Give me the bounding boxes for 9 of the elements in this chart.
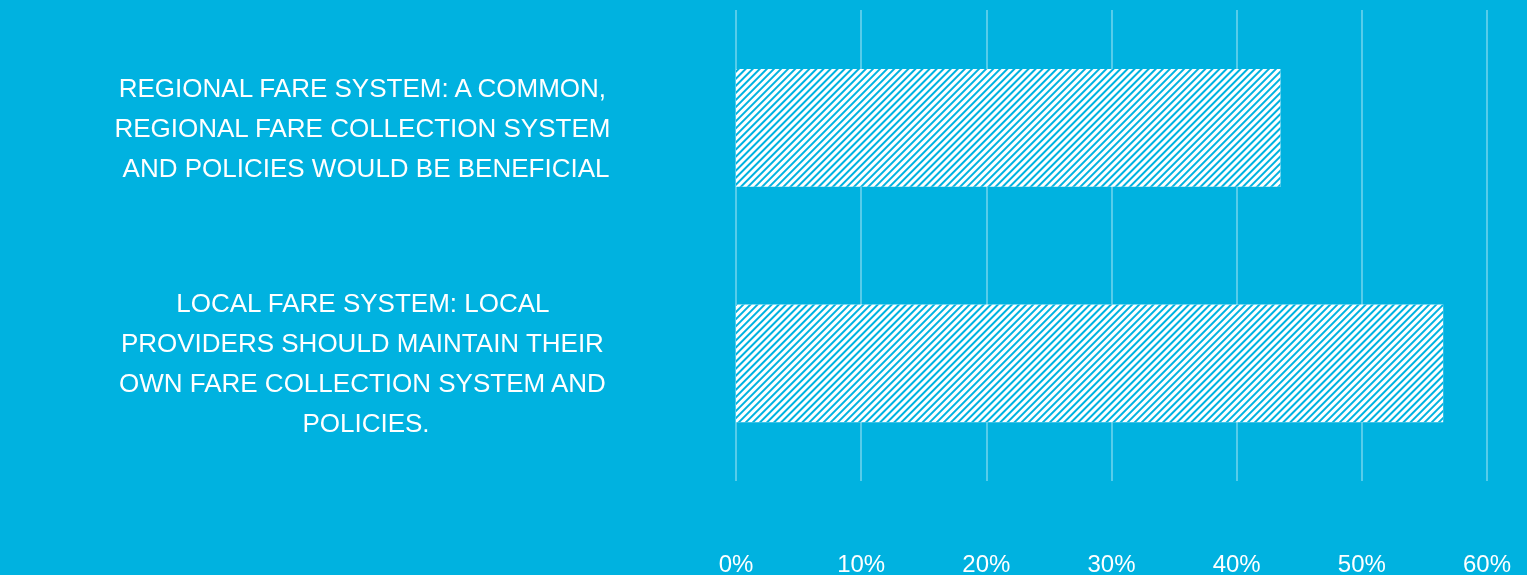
y-tick-label: LOCAL FARE SYSTEM: LOCAL PROVIDERS SHOULD MAINTAIN THEIR OWN FARE COLLECTION SYSTEM AND POLICIES. [118,288,614,439]
y-tick-label: REGIONAL FARE SYSTEM: A COMMON, REGIONAL FARE COLLECTION SYSTEM AND POLICIES WOULD BE BENEFICIAL [114,72,618,183]
x-tick-label: 20% [962,549,1011,575]
x-tick-label: 10% [837,549,886,575]
x-tick-label: 60% [1462,549,1512,575]
x-tick-label: 40% [1212,549,1261,575]
x-tick-label: 50% [1337,549,1386,575]
x-tick-label: 0% [718,549,754,575]
x-tick-label: 30% [1087,549,1136,575]
